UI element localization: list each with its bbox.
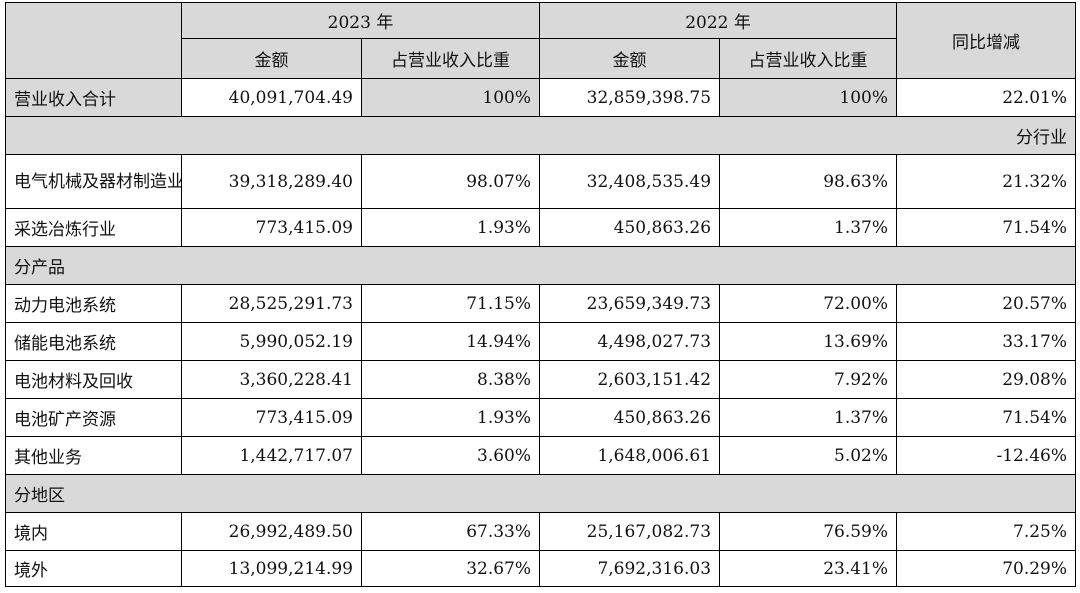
cell-amount-2023: 5,990,052.19 (181, 322, 362, 361)
table-row: 其他业务 1,442,717.07 3.60% 1,648,006.61 5.0… (5, 436, 1077, 475)
cell-yoy: 29.08% (896, 360, 1077, 399)
cell-share-2023: 14.94% (360, 322, 541, 361)
cell-amount-2023: 40,091,704.49 (181, 78, 362, 117)
row-label: 营业收入合计 (5, 78, 182, 117)
table-row: 电池矿产资源 773,415.09 1.93% 450,863.26 1.37%… (5, 398, 1077, 437)
section-label-region: 分地区 (4, 474, 1077, 513)
cell-share-2023: 98.07% (360, 154, 541, 209)
cell-share-2022: 76.59% (719, 512, 898, 551)
row-label: 境内 (5, 512, 182, 551)
row-label: 电池材料及回收 (5, 360, 182, 399)
section-row-industry: 分行业 (4, 116, 1077, 155)
cell-amount-2022: 32,859,398.75 (539, 78, 721, 117)
table-row: 电池材料及回收 3,360,228.41 8.38% 2,603,151.42 … (5, 360, 1077, 399)
section-label-industry: 分行业 (4, 116, 1077, 155)
row-label: 采选冶炼行业 (5, 208, 182, 247)
cell-share-2022: 13.69% (719, 322, 898, 361)
cell-amount-2023: 3,360,228.41 (181, 360, 362, 399)
cell-amount-2022: 1,648,006.61 (539, 436, 721, 475)
cell-amount-2023: 39,318,289.40 (181, 154, 362, 209)
cell-amount-2022: 450,863.26 (539, 398, 721, 437)
header-share-2022: 占营业收入比重 (719, 38, 898, 79)
cell-yoy: -12.46% (896, 436, 1077, 475)
table-row-total: 营业收入合计 40,091,704.49 100% 32,859,398.75 … (5, 78, 1077, 117)
cell-share-2022: 1.37% (719, 208, 898, 247)
header-amount-2023: 金额 (181, 38, 362, 79)
header-yoy: 同比增减 (896, 2, 1077, 79)
row-label: 其他业务 (5, 436, 182, 475)
revenue-breakdown-table: 2023 年 2022 年 同比增减 金额 占营业收入比重 金额 占营业收入比重… (4, 2, 1077, 587)
cell-share-2023: 1.93% (360, 398, 541, 437)
section-label-product: 分产品 (4, 246, 1077, 285)
cell-amount-2023: 1,442,717.07 (181, 436, 362, 475)
cell-amount-2023: 28,525,291.73 (181, 284, 362, 323)
cell-amount-2023: 26,992,489.50 (181, 512, 362, 551)
row-label: 境外 (5, 550, 182, 587)
cell-share-2022: 98.63% (719, 154, 898, 209)
table-row: 动力电池系统 28,525,291.73 71.15% 23,659,349.7… (5, 284, 1077, 323)
table-row: 电气机械及器材制造业 39,318,289.40 98.07% 32,408,5… (5, 154, 1077, 209)
row-label: 储能电池系统 (5, 322, 182, 361)
cell-share-2023: 71.15% (360, 284, 541, 323)
header-row-columns: 金额 占营业收入比重 金额 占营业收入比重 (6, 38, 1076, 79)
cell-share-2022: 1.37% (719, 398, 898, 437)
cell-share-2022: 23.41% (719, 550, 898, 587)
table-row: 境外 13,099,214.99 32.67% 7,692,316.03 23.… (5, 550, 1077, 587)
cell-share-2022: 5.02% (719, 436, 898, 475)
cell-amount-2022: 32,408,535.49 (539, 154, 721, 209)
cell-amount-2023: 773,415.09 (181, 208, 362, 247)
row-label: 动力电池系统 (5, 284, 182, 323)
cell-amount-2023: 773,415.09 (181, 398, 362, 437)
cell-yoy: 20.57% (896, 284, 1077, 323)
cell-amount-2023: 13,099,214.99 (181, 550, 362, 587)
cell-share-2022: 100% (719, 78, 898, 117)
cell-yoy: 21.32% (896, 154, 1077, 209)
section-row-region: 分地区 (4, 474, 1077, 513)
cell-share-2023: 1.93% (360, 208, 541, 247)
cell-share-2023: 100% (360, 78, 541, 117)
cell-yoy: 33.17% (896, 322, 1077, 361)
cell-yoy: 71.54% (896, 398, 1077, 437)
header-row-years: 2023 年 2022 年 同比增减 (5, 2, 1077, 79)
cell-share-2023: 8.38% (360, 360, 541, 399)
cell-yoy: 7.25% (896, 512, 1077, 551)
header-share-2023: 占营业收入比重 (360, 38, 541, 79)
cell-yoy: 22.01% (896, 78, 1077, 117)
cell-yoy: 71.54% (896, 208, 1077, 247)
cell-amount-2022: 25,167,082.73 (539, 512, 721, 551)
header-amount-2022: 金额 (539, 38, 721, 79)
cell-amount-2022: 23,659,349.73 (539, 284, 721, 323)
cell-share-2023: 32.67% (360, 550, 541, 587)
cell-amount-2022: 2,603,151.42 (539, 360, 721, 399)
table-row: 境内 26,992,489.50 67.33% 25,167,082.73 76… (5, 512, 1077, 551)
row-label: 电池矿产资源 (5, 398, 182, 437)
cell-share-2023: 67.33% (360, 512, 541, 551)
header-year-2022: 2022 年 (539, 2, 898, 39)
cell-share-2022: 7.92% (719, 360, 898, 399)
cell-amount-2022: 7,692,316.03 (539, 550, 721, 587)
cell-yoy: 70.29% (896, 550, 1077, 587)
header-corner (5, 2, 182, 79)
cell-amount-2022: 4,498,027.73 (539, 322, 721, 361)
header-year-2023: 2023 年 (180, 2, 541, 39)
table-row: 储能电池系统 5,990,052.19 14.94% 4,498,027.73 … (5, 322, 1077, 361)
row-label: 电气机械及器材制造业 (5, 154, 182, 209)
section-row-product: 分产品 (4, 246, 1077, 285)
cell-share-2023: 3.60% (360, 436, 541, 475)
table-row: 采选冶炼行业 773,415.09 1.93% 450,863.26 1.37%… (5, 208, 1077, 247)
cell-amount-2022: 450,863.26 (539, 208, 721, 247)
cell-share-2022: 72.00% (719, 284, 898, 323)
